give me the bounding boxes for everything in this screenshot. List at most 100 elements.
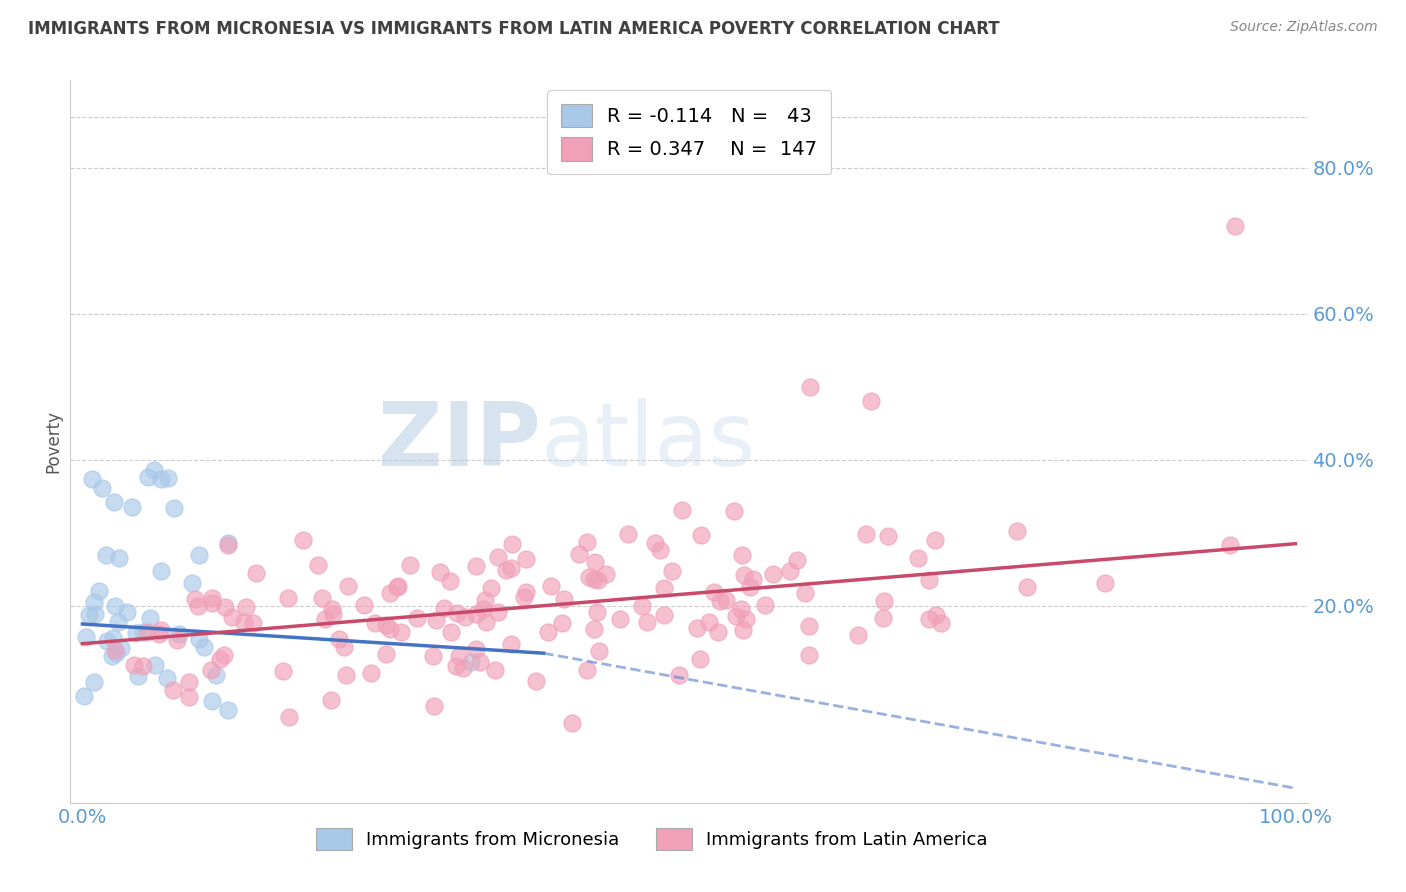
Point (425, 613, 447, 627)
Point (479, 581, 502, 595)
Point (209, 652, 232, 666)
Point (187, 599, 209, 613)
Point (142, 463, 165, 477)
Point (578, 570, 600, 584)
Point (454, 610, 477, 624)
Point (475, 615, 498, 630)
Point (217, 703, 239, 717)
Point (465, 559, 488, 574)
Point (1219, 538, 1241, 552)
Point (75, 631, 97, 645)
Point (193, 640, 215, 654)
Point (138, 470, 160, 484)
Legend: Immigrants from Micronesia, Immigrants from Latin America: Immigrants from Micronesia, Immigrants f… (307, 819, 997, 859)
Point (630, 599, 652, 613)
Point (876, 529, 898, 543)
Point (447, 648, 470, 663)
Text: IMMIGRANTS FROM MICRONESIA VS IMMIGRANTS FROM LATIN AMERICA POVERTY CORRELATION : IMMIGRANTS FROM MICRONESIA VS IMMIGRANTS… (28, 20, 1000, 37)
Point (859, 394, 882, 409)
Point (446, 607, 468, 621)
Point (731, 548, 754, 562)
Point (360, 665, 382, 680)
Point (797, 648, 820, 662)
Point (180, 576, 202, 591)
Point (1005, 524, 1028, 538)
Point (439, 574, 461, 589)
Point (364, 616, 387, 631)
Point (104, 643, 127, 657)
Point (422, 649, 444, 664)
Point (583, 572, 606, 586)
Point (723, 504, 745, 518)
Point (609, 612, 631, 626)
Point (162, 682, 184, 697)
Text: atlas: atlas (540, 398, 755, 485)
Point (636, 615, 658, 629)
Point (132, 625, 155, 640)
Point (169, 627, 191, 641)
Point (184, 591, 207, 606)
Point (686, 621, 709, 635)
Point (583, 623, 606, 637)
Point (924, 533, 946, 547)
Text: Source: ZipAtlas.com: Source: ZipAtlas.com (1230, 20, 1378, 34)
Point (465, 642, 488, 657)
Point (378, 586, 401, 600)
Y-axis label: Poverty: Poverty (44, 410, 62, 473)
Point (738, 580, 761, 594)
Point (472, 602, 495, 616)
Point (188, 632, 211, 646)
Point (586, 605, 609, 619)
Point (650, 543, 672, 558)
Point (855, 527, 877, 541)
Point (217, 538, 239, 552)
Point (568, 547, 591, 561)
Point (107, 615, 129, 630)
Point (82, 473, 104, 487)
Point (177, 690, 200, 705)
Point (703, 585, 725, 599)
Point (143, 657, 166, 672)
Point (205, 668, 228, 682)
Point (125, 625, 148, 640)
Point (100, 649, 122, 664)
Point (799, 380, 821, 394)
Point (110, 640, 132, 655)
Point (515, 552, 537, 566)
Point (332, 640, 354, 654)
Point (762, 567, 785, 582)
Point (432, 601, 454, 615)
Point (108, 551, 131, 566)
Point (707, 625, 730, 640)
Point (429, 565, 451, 579)
Point (187, 548, 209, 562)
Point (124, 657, 146, 672)
Point (709, 593, 731, 607)
Point (731, 624, 754, 638)
Point (561, 715, 583, 730)
Point (150, 623, 173, 637)
Point (460, 655, 482, 669)
Point (90, 481, 112, 495)
Point (423, 698, 446, 713)
Point (551, 615, 574, 630)
Point (697, 615, 720, 629)
Point (278, 710, 301, 724)
Point (495, 563, 517, 577)
Point (375, 647, 398, 661)
Point (277, 591, 299, 605)
Point (148, 627, 170, 641)
Point (616, 526, 638, 541)
Point (201, 694, 224, 708)
Point (83, 675, 105, 690)
Point (105, 646, 128, 660)
Point (486, 549, 509, 564)
Point (595, 566, 617, 581)
Point (918, 573, 941, 587)
Point (94, 548, 117, 562)
Point (406, 611, 429, 625)
Point (322, 607, 344, 621)
Point (451, 661, 474, 675)
Point (1223, 219, 1246, 234)
Point (716, 592, 738, 607)
